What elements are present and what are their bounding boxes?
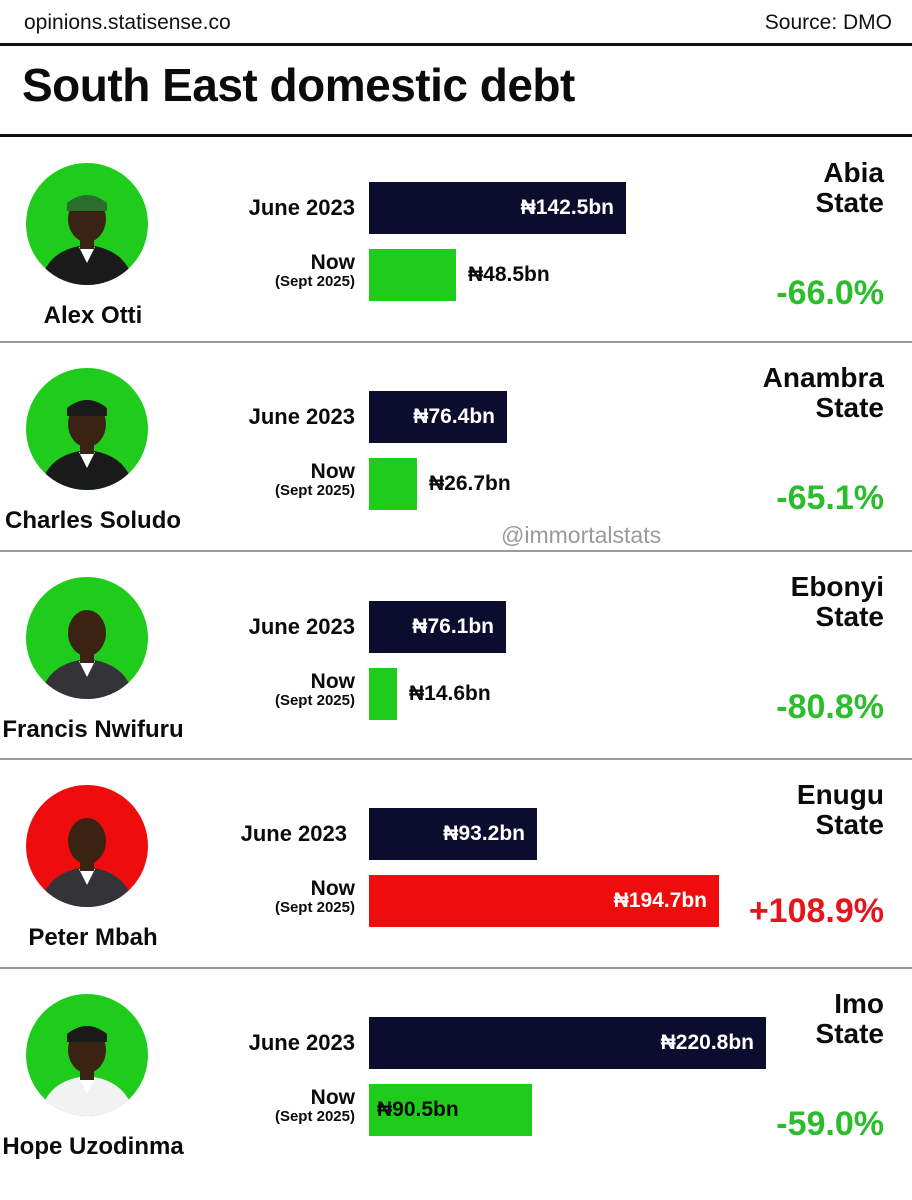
now-label: Now (Sept 2025) [275,671,355,708]
june-2023-value: ₦220.8bn [660,1031,754,1054]
now-label: Now (Sept 2025) [275,878,355,915]
state-name: Enugu State [797,780,884,840]
now-bar: ₦26.7bn [369,458,511,510]
state-row: Alex Otti June 2023 Now (Sept 2025) ₦142.5bn… [0,138,912,348]
governor-avatar [26,368,148,490]
state-name-line2: State [815,601,884,632]
june-2023-bar: ₦76.1bn [369,601,506,653]
change-percent: +108.9% [748,892,884,930]
now-value: ₦90.5bn [377,1098,459,1121]
governor-avatar [26,785,148,907]
change-percent: -65.1% [776,479,884,517]
now-label-date: (Sept 2025) [274,482,355,499]
top-bar: opinions.statisense.co Source: DMO [0,0,912,46]
june-2023-value: ₦142.5bn [520,196,614,219]
title-divider [0,134,912,137]
state-row: Francis Nwifuru June 2023 Now (Sept 2025) ₦7… [0,552,912,762]
june-2023-label: June 2023 [240,821,347,846]
june-2023-label: June 2023 [248,614,355,639]
now-value: ₦194.7bn [613,889,707,912]
june-2023-bar: ₦93.2bn [369,808,537,860]
state-row: Charles Soludo June 2023 Now (Sept 2025) ₦76… [0,343,912,553]
june-2023-label: June 2023 [248,195,355,220]
now-label: Now (Sept 2025) [275,1087,355,1124]
now-label: Now (Sept 2025) [275,252,355,289]
change-percent: -59.0% [776,1105,884,1143]
now-value: ₦48.5bn [468,263,550,286]
now-label: Now (Sept 2025) [275,461,355,498]
june-2023-bar: ₦220.8bn [369,1017,766,1069]
now-value: ₦14.6bn [409,682,491,705]
now-label-date: (Sept 2025) [274,692,355,709]
state-name-line2: State [815,809,884,840]
now-label-main: Now [310,460,355,483]
governor-name: Alex Otti [43,302,143,329]
june-2023-bar: ₦142.5bn [369,182,626,234]
state-name: Imo State [816,989,884,1049]
state-name: Abia State [816,158,884,218]
june-2023-label: June 2023 [248,1030,355,1055]
governor-name: Hope Uzodinma [2,1133,184,1160]
state-name-line2: State [815,187,884,218]
now-label-date: (Sept 2025) [274,273,355,290]
state-name-line2: State [815,392,884,423]
change-percent: -80.8% [776,688,884,726]
row-divider [0,967,912,969]
now-bar: ₦90.5bn [369,1084,532,1136]
row-divider [0,550,912,552]
now-bar: ₦194.7bn [369,875,719,927]
june-2023-value: ₦93.2bn [443,822,525,845]
june-2023-bar: ₦76.4bn [369,391,507,443]
governor-name: Charles Soludo [4,507,182,534]
governor-avatar [26,577,148,699]
watermark: @immortalstats [501,522,662,548]
row-divider [0,341,912,343]
now-label-main: Now [310,877,355,900]
page-title: South East domestic debt [22,59,575,111]
governor-name: Francis Nwifuru [2,716,184,743]
state-name-line1: Abia [823,157,884,188]
state-name: Ebonyi State [791,572,884,632]
governor-name: Peter Mbah [28,924,158,951]
row-divider [0,758,912,760]
governor-avatar [26,163,148,285]
state-name: Anambra State [763,363,884,423]
state-name-line1: Enugu [796,779,884,810]
june-2023-value: ₦76.4bn [413,405,495,428]
now-label-main: Now [310,1086,355,1109]
change-percent: -66.0% [776,274,884,312]
state-row: Hope Uzodinma June 2023 Now (Sept 2025) ₦220… [0,969,912,1179]
june-2023-label: June 2023 [248,404,355,429]
now-bar: ₦48.5bn [369,249,550,301]
state-name-line1: Imo [834,988,884,1019]
now-label-main: Now [310,251,355,274]
state-name-line2: State [815,1018,884,1049]
site-url: opinions.statisense.co [24,11,231,34]
now-value: ₦26.7bn [429,472,511,495]
state-name-line1: Anambra [762,362,884,393]
june-2023-value: ₦76.1bn [412,615,494,638]
state-row: Peter Mbah June 2023 Now (Sept 2025) ₦93.2bn… [0,760,912,970]
now-label-date: (Sept 2025) [274,899,355,916]
now-bar: ₦14.6bn [369,668,491,720]
governor-avatar [26,994,148,1116]
now-label-main: Now [310,670,355,693]
source-label: Source: DMO [764,11,892,34]
state-name-line1: Ebonyi [790,571,884,602]
now-label-date: (Sept 2025) [274,1108,355,1125]
